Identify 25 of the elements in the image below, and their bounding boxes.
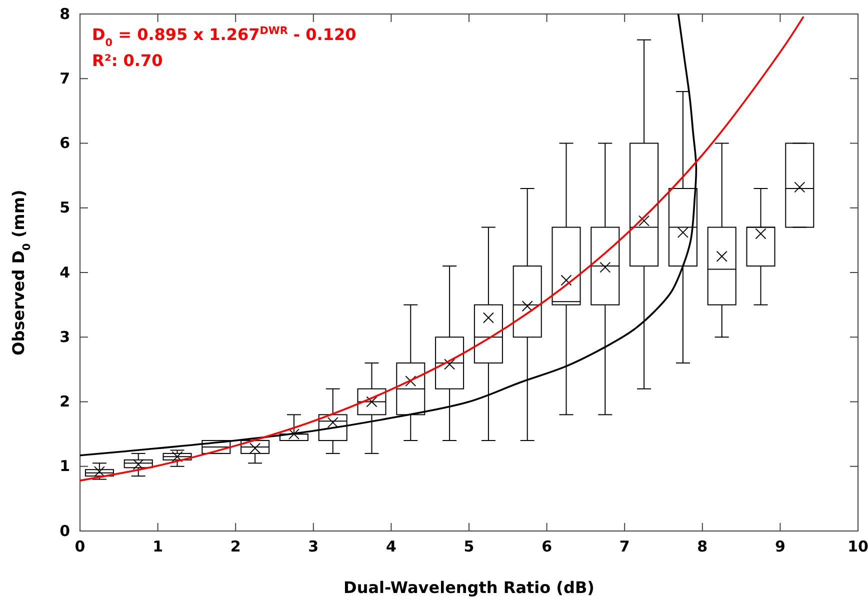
line-series [80,16,804,482]
x-tick-label: 2 [230,538,241,556]
annotation: R²: 0.70 [92,51,163,70]
y-tick-label: 7 [60,69,70,88]
y-tick-label: 0 [60,522,70,540]
x-tick-label: 1 [152,538,164,556]
y-tick-label: 5 [60,198,70,217]
y-tick-label: 1 [60,457,70,476]
x-tick-label: 10 [848,538,868,556]
x-tick-label: 7 [619,538,630,556]
y-tick-label: 8 [60,4,70,23]
y-tick-label: 2 [60,392,70,411]
x-tick-label: 5 [464,538,474,556]
annotation: D$_{0}$ = 0.895 x 1.267$^{DWR}$ - 0.120 [92,25,356,49]
y-tick-label: 3 [60,328,70,346]
x-tick-label: 6 [542,538,552,556]
y-tick-label: 6 [60,134,70,152]
x-tick-label: 0 [74,538,86,556]
line-series [80,14,698,456]
x-tick-label: 3 [308,538,319,556]
x-axis-title: Dual-Wavelength Ratio (dB) [344,578,594,597]
y-tick-label: 4 [60,263,70,282]
x-tick-label: 9 [774,538,786,556]
x-tick-label: 4 [386,538,396,556]
x-tick-label: 8 [697,538,708,556]
